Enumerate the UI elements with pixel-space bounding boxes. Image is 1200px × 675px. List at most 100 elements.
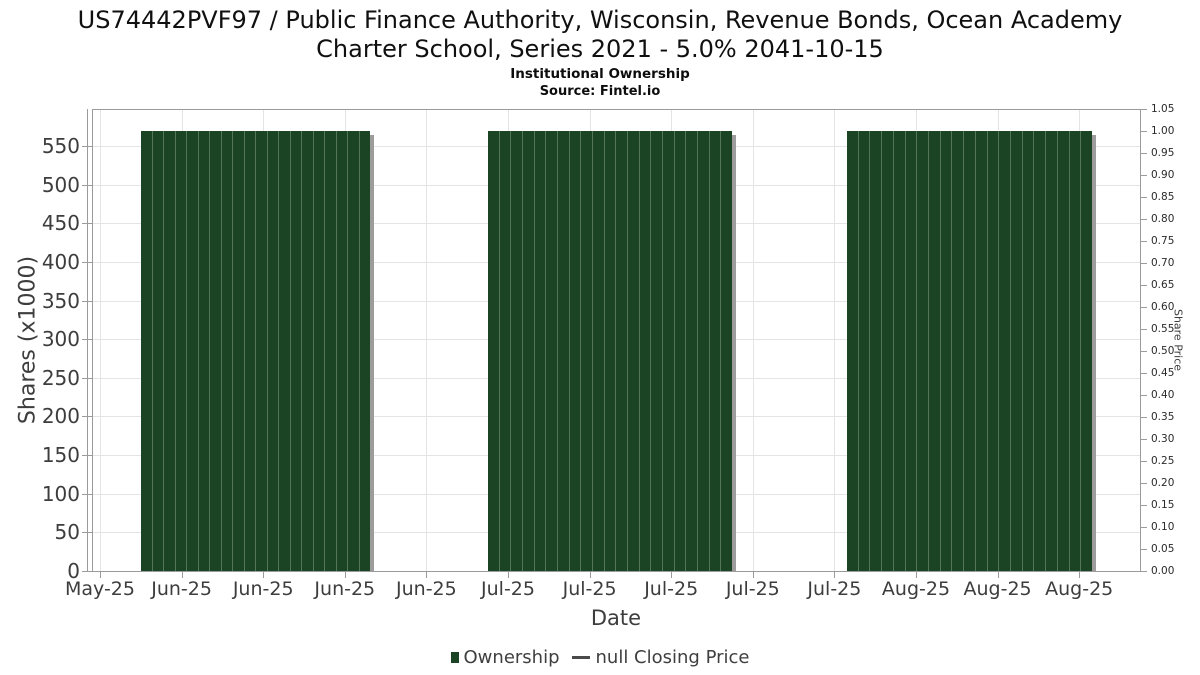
x-tick-mark (181, 572, 183, 578)
ownership-daily-bar (928, 131, 940, 571)
y-right-tick-label: 0.55 (1151, 323, 1175, 335)
ownership-daily-bar (580, 131, 592, 571)
ownership-daily-bar (1010, 131, 1022, 571)
y-right-tick-mark (1141, 131, 1147, 132)
x-tick-mark (589, 572, 591, 578)
legend-label-closing-price: null Closing Price (595, 646, 750, 668)
y-axis-line (87, 109, 88, 572)
closing-price-legend-marker (571, 655, 590, 659)
y-right-tick-mark (1141, 483, 1147, 484)
x-tick-mark (752, 572, 754, 578)
x-tick-label: Jun-25 (396, 578, 457, 600)
ownership-daily-bar (568, 131, 581, 571)
ownership-bar-segment (488, 131, 732, 571)
bar-segment-shadow (370, 135, 375, 571)
y-left-tick-label: 0 (67, 559, 80, 583)
ownership-daily-bar (1033, 131, 1045, 571)
x-tick-label: Jul-25 (725, 578, 780, 600)
ownership-daily-bar (615, 131, 627, 571)
y-right-tick-label: 0.20 (1151, 477, 1175, 489)
ownership-bar-segment (846, 131, 1092, 571)
y-right-tick-mark (1141, 549, 1147, 550)
ownership-daily-bar (697, 131, 709, 571)
y-right-tick-mark (1141, 417, 1147, 418)
y-right-tick-mark (1141, 241, 1147, 242)
x-tick-mark (997, 572, 999, 578)
ownership-daily-bar (1021, 131, 1034, 571)
y-left-tick-label: 300 (41, 327, 80, 352)
y-right-tick-label: 1.05 (1151, 103, 1175, 115)
y-right-tick-label: 0.50 (1151, 345, 1175, 357)
ownership-daily-bar (174, 131, 187, 571)
y-right-tick-label: 0.15 (1151, 499, 1175, 511)
ownership-daily-bar (662, 131, 674, 571)
x-tick-label: Jun-25 (232, 578, 294, 600)
y-right-tick-mark (1141, 439, 1147, 440)
y-right-tick-label: 0.65 (1151, 279, 1175, 291)
ownership-daily-bar (939, 131, 952, 571)
x-tick-label: Jul-25 (562, 578, 617, 600)
ownership-daily-bar (916, 131, 928, 571)
ownership-daily-bar (243, 131, 256, 571)
ownership-daily-bar (892, 131, 905, 571)
y-right-tick-mark (1141, 153, 1147, 154)
y-left-tick-label: 500 (41, 172, 80, 197)
x-tick-label: Jul-25 (481, 578, 535, 600)
x-tick-mark (426, 572, 428, 578)
x-tick-mark (100, 572, 101, 578)
chart-source: Source: Fintel.io (539, 84, 661, 99)
y-right-tick-mark (1141, 395, 1147, 396)
ownership-daily-bar (533, 131, 546, 571)
legend: Ownership null Closing Price (0, 644, 1200, 670)
ownership-daily-bar (685, 131, 697, 571)
y-right-tick-mark (1141, 219, 1147, 220)
ownership-daily-bar (951, 131, 963, 571)
y-right-tick-mark (1141, 175, 1147, 176)
ownership-daily-bar (522, 131, 534, 571)
ownership-daily-bar (1080, 131, 1092, 571)
y-right-tick-mark (1141, 505, 1147, 506)
x-tick-label: Aug-25 (1045, 578, 1114, 600)
x-tick-mark (834, 572, 836, 578)
y-right-tick-label: 0.25 (1151, 455, 1175, 467)
y-right-tick-label: 0.75 (1151, 235, 1175, 247)
y-left-tick-label: 200 (41, 404, 80, 429)
ownership-daily-bar (255, 131, 267, 571)
ownership-daily-bar (347, 131, 359, 571)
y-right-tick-mark (1141, 109, 1147, 110)
ownership-daily-bar (708, 131, 721, 571)
ownership-daily-bar (1056, 131, 1069, 571)
y-right-tick-label: 0.80 (1151, 213, 1175, 225)
ownership-daily-bar (904, 131, 917, 571)
y-left-tick-label: 50 (54, 520, 80, 545)
y-right-tick-label: 0.00 (1151, 565, 1175, 577)
ownership-daily-bar (312, 131, 325, 571)
ownership-daily-bar (638, 131, 651, 571)
ownership-daily-bar (324, 131, 336, 571)
x-tick-label: Aug-25 (963, 578, 1032, 600)
x-tick-mark (263, 572, 265, 578)
ownership-daily-bar (857, 131, 870, 571)
y-left-tick-label: 100 (41, 481, 80, 506)
ownership-daily-bar (1045, 131, 1057, 571)
y-right-tick-label: 0.85 (1151, 191, 1175, 203)
ownership-daily-bar (974, 131, 987, 571)
ownership-daily-bar (881, 131, 893, 571)
ownership-daily-bar (197, 131, 210, 571)
y-right-tick-label: 0.95 (1151, 147, 1175, 159)
y-left-tick-label: 350 (41, 288, 80, 313)
x-tick-label: Jul-25 (807, 578, 862, 600)
y-right-tick-label: 0.70 (1151, 257, 1175, 269)
ownership-daily-bar (209, 131, 221, 571)
y-right-tick-mark (1141, 263, 1147, 264)
chart-title: US74442PVF97 / Public Finance Authority,… (77, 6, 1123, 63)
ownership-daily-bar (266, 131, 279, 571)
y-left-tick-label: 150 (41, 443, 80, 468)
ownership-daily-bar (301, 131, 313, 571)
y-right-tick-label: 0.90 (1151, 169, 1175, 181)
x-tick-label: May-25 (65, 578, 135, 600)
ownership-daily-bar (847, 131, 858, 571)
bar-segment-shadow (1092, 135, 1096, 571)
y-right-tick-label: 0.05 (1151, 543, 1175, 555)
